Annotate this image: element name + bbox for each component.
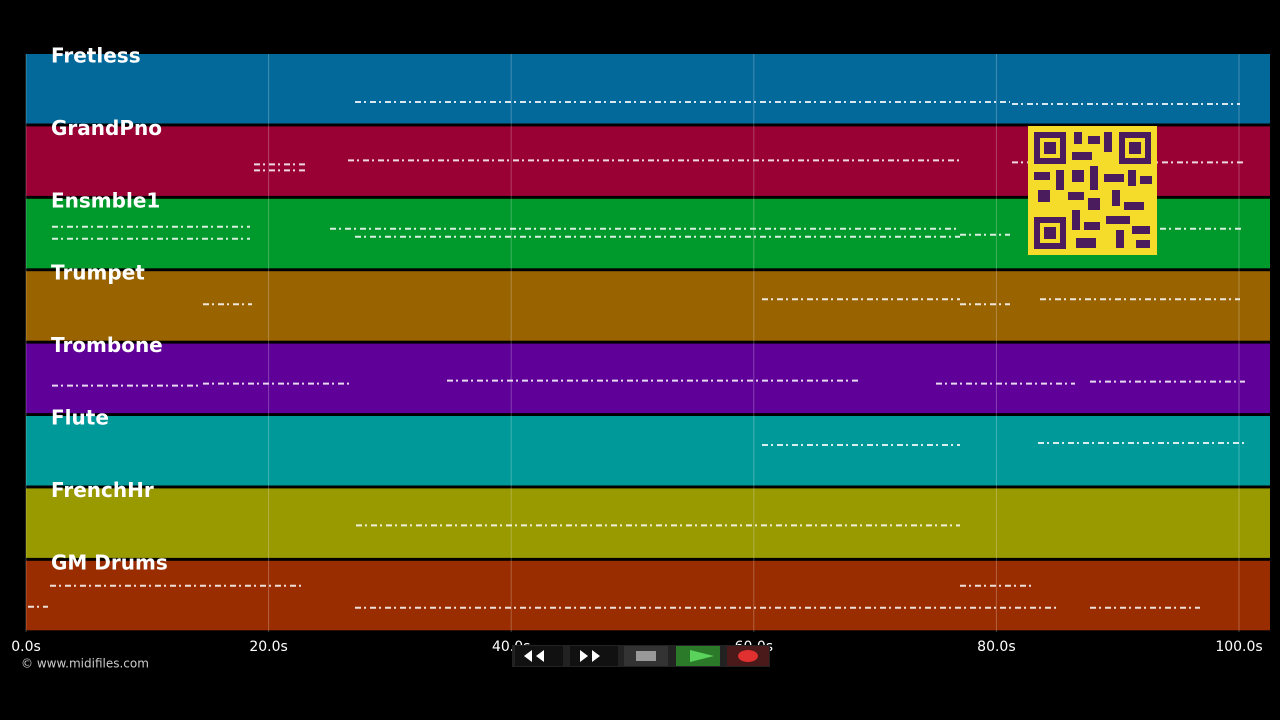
rewind-button[interactable] [515,646,563,666]
track-name: Trumpet [51,261,145,285]
qr-code [1028,126,1157,255]
track-lane [26,54,1270,124]
x-tick-label: 80.0s [977,639,1015,655]
track-name: Fretless [51,44,141,68]
track-lane [26,416,1270,486]
stop-button[interactable] [624,646,668,666]
fast-forward-button[interactable] [570,646,618,666]
track-name: Flute [51,406,109,430]
track-name: Trombone [51,333,163,357]
credit: © www.midifiles.com [21,657,149,671]
notes [28,101,1245,609]
grid [25,54,1240,632]
track-name: GrandPno [51,116,162,140]
track-lane [26,271,1270,341]
track-lane [26,560,1270,631]
record-button[interactable] [727,646,769,666]
x-tick-label: 100.0s [1215,639,1262,655]
playback-controls [512,645,770,667]
play-button[interactable] [676,646,720,666]
x-tick-label: 0.0s [11,639,41,655]
track-name: FrenchHr [51,478,154,502]
track-lane [26,488,1270,558]
x-tick-label: 20.0s [249,639,287,655]
track-name: Ensmble1 [51,188,160,212]
track-lane [26,343,1270,414]
labels: Fretless GrandPno Ensmble1 Trumpet Trombone F… [11,44,1262,656]
track-name: GM Drums [51,550,168,574]
